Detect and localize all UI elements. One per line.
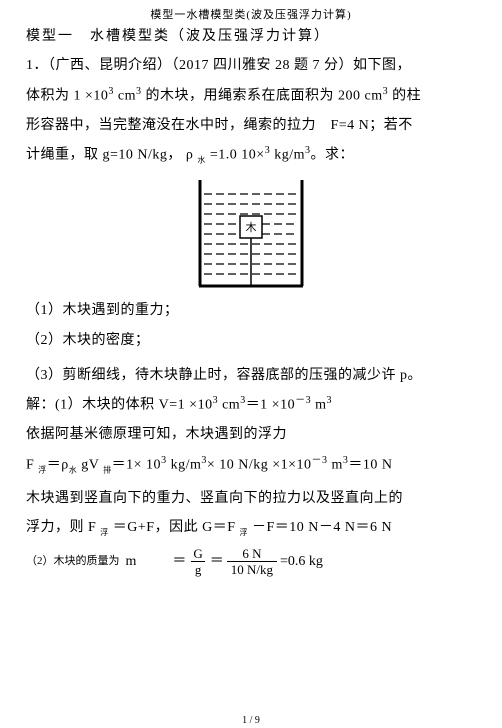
question-3: （3）剪断细线，待木块静止时，容器底部的压强的减少许 p。	[26, 361, 476, 390]
solution-line-4: 木块遇到竖直向下的重力、竖直向下的拉力以及竖直向上的	[26, 484, 476, 513]
subscript-float: 浮	[38, 465, 47, 474]
problem-line-2: 体积为 1 ×103 cm3 的木块，用绳索系在底面积为 200 cm3 的柱	[26, 81, 476, 111]
exponent: 3	[326, 395, 332, 406]
solution-line-3: F 浮＝ρ水 gV 排＝1× 103 kg/m3× 10 N/kg ×1×10－…	[26, 450, 476, 480]
problem-line-1: 1．（广西、昆明介绍）（2017 四川雅安 28 题 7 分）如下图，	[26, 51, 476, 80]
solution-line-6: （2）木块的质量为 m ＝ G g ＝ 6 N 10 N/kg =0.6 kg	[26, 547, 476, 576]
text: cm	[218, 398, 240, 413]
variable-m: m	[126, 547, 137, 576]
subscript-float: 浮	[240, 528, 249, 537]
text: ＝G+F，因此 G＝F	[109, 520, 240, 535]
text: =1.0 10×	[206, 148, 265, 163]
page-header: 模型一水槽模型类(波及压强浮力计算)	[0, 0, 502, 22]
text: m	[328, 458, 343, 473]
text: 浮力，则 F	[26, 520, 100, 535]
text: 体积为 1 ×10	[26, 88, 108, 103]
fraction-denominator: g	[191, 561, 206, 576]
text: cm	[114, 88, 136, 103]
exponent: －3	[295, 395, 311, 406]
text: 。求：	[310, 148, 354, 163]
text: kg/m	[167, 458, 202, 473]
fraction-numerator: 6 N	[238, 547, 265, 561]
text: m	[311, 398, 326, 413]
text: gV	[77, 458, 103, 473]
text: －F＝10 N－4 N＝6 N	[248, 520, 392, 535]
result: =0.6 kg	[280, 547, 323, 576]
question-2: （2）木块的密度；	[26, 326, 476, 355]
text: kg/m	[270, 148, 305, 163]
exponent: －3	[312, 455, 328, 466]
text: × 10 N/kg ×1×10	[207, 458, 312, 473]
svg-text:木: 木	[246, 221, 257, 234]
text: ＝ρ	[47, 458, 69, 473]
text: ＝1 ×10	[246, 398, 295, 413]
fraction-g-over-g: G g	[189, 547, 206, 576]
question-1: （1）木块遇到的重力；	[26, 296, 476, 325]
equals: ＝	[210, 547, 224, 576]
diagram-container: 木	[26, 176, 476, 288]
text: ＝10 N	[348, 458, 392, 473]
problem-line-3: 形容器中，当完整淹没在水中时，绳索的拉力 F=4 N；若不	[26, 111, 476, 140]
solution-line-5: 浮力，则 F 浮 ＝G+F，因此 G＝F 浮 －F＝10 N－4 N＝6 N	[26, 513, 476, 542]
solution-2-label: （2）木块的质量为	[26, 550, 120, 573]
text: 解：(1）木块的体积 V=1 ×10	[26, 398, 213, 413]
subscript-float: 浮	[100, 528, 109, 537]
problem-line-4: 计绳重，取 g=10 N/kg， ρ 水 =1.0 10×3 kg/m3。求：	[26, 140, 476, 170]
fraction-6n-over-10nkg: 6 N 10 N/kg	[227, 547, 277, 576]
text: 的木块，用绳索系在底面积为 200 cm	[142, 88, 383, 103]
text: 计绳重，取 g=10 N/kg， ρ	[26, 148, 197, 163]
equals: ＝	[172, 547, 186, 576]
fraction-numerator: G	[189, 547, 206, 561]
solution-line-2: 依据阿基米德原理可知，木块遇到的浮力	[26, 420, 476, 449]
fraction-denominator: 10 N/kg	[227, 561, 277, 576]
tank-diagram: 木	[192, 176, 310, 288]
page-footer: 1 / 9	[0, 715, 502, 726]
document-body: 模型一 水槽模型类（波及压强浮力计算） 1．（广西、昆明介绍）（2017 四川雅…	[0, 22, 502, 576]
text: F	[26, 458, 38, 473]
section-title: 模型一 水槽模型类（波及压强浮力计算）	[26, 22, 476, 51]
subscript-water: 水	[197, 156, 206, 165]
subscript-pai: 排	[103, 465, 112, 474]
solution-line-1: 解：(1）木块的体积 V=1 ×103 cm3＝1 ×10－3 m3	[26, 390, 476, 420]
text: ＝1× 10	[112, 458, 161, 473]
text: 的柱	[388, 88, 421, 103]
